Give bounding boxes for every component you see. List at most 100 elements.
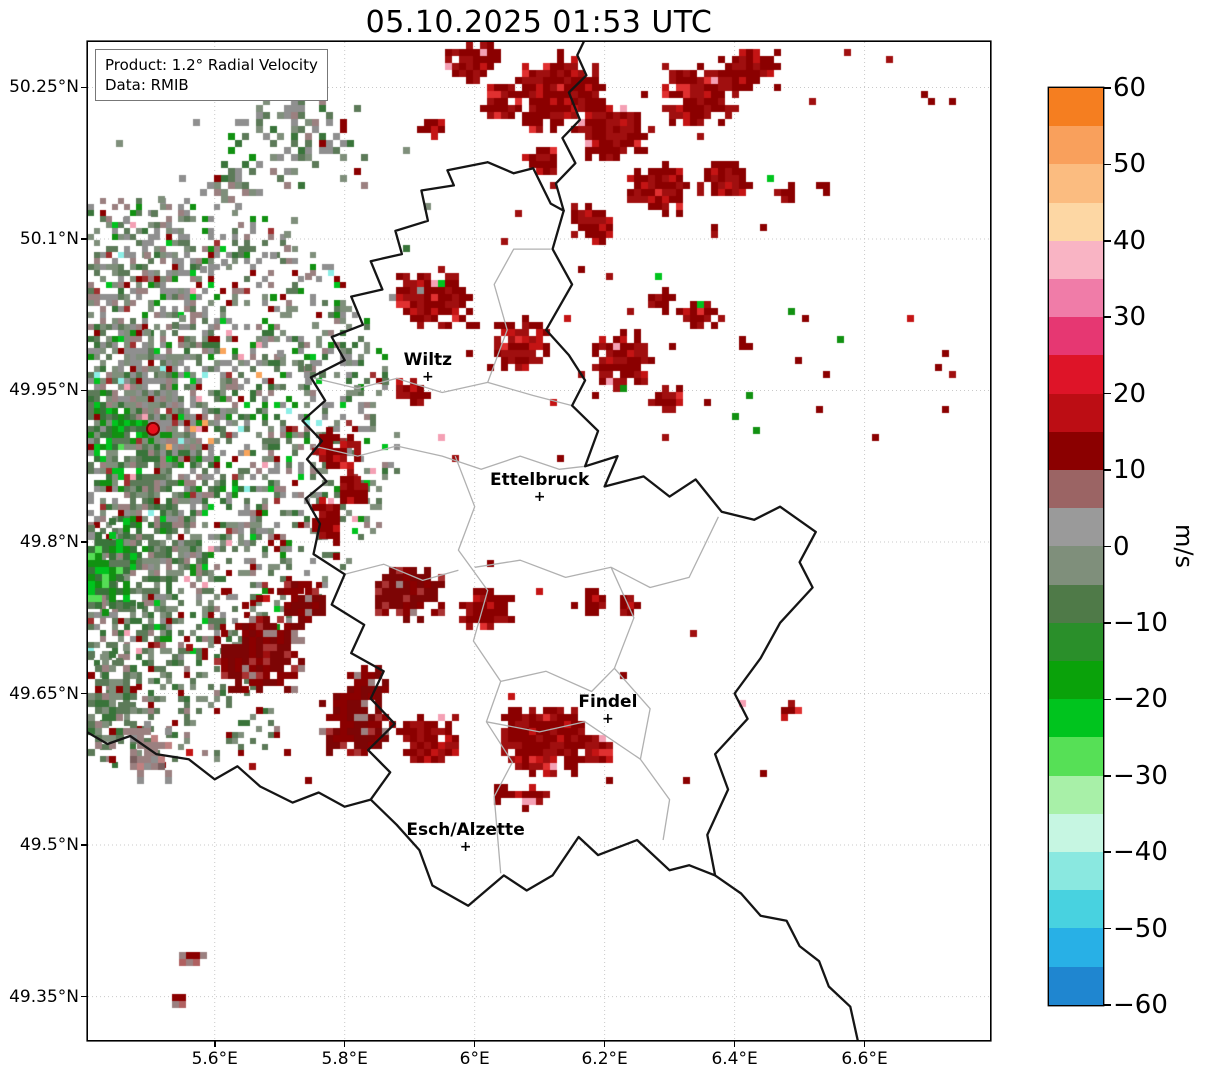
district-border <box>610 567 671 841</box>
colorbar-tick-mark <box>1104 698 1111 701</box>
colorbar-tick-mark <box>1104 851 1111 853</box>
colorbar-tick-mark <box>1104 163 1111 166</box>
district-border <box>500 667 615 693</box>
colorbar-band <box>1049 88 1103 127</box>
colorbar-tick-label: 50 <box>1113 149 1147 180</box>
colorbar-tick-mark <box>1104 316 1111 319</box>
city-label: Wiltz <box>403 350 453 371</box>
colorbar-band <box>1049 737 1103 776</box>
colorbar-band <box>1049 355 1103 394</box>
colorbar-tick-mark <box>1104 1004 1111 1006</box>
colorbar-tick-label: −40 <box>1113 837 1168 868</box>
colorbar-tick-label: 20 <box>1113 378 1147 409</box>
colorbar-unit-label: m/s <box>1170 524 1198 568</box>
colorbar-band <box>1049 240 1103 280</box>
product-info-box: Product: 1.2° Radial Velocity Data: RMIB <box>95 49 328 101</box>
colorbar-band <box>1049 470 1103 509</box>
colorbar-tick-mark <box>1104 469 1111 471</box>
y-tick-mark <box>81 692 88 695</box>
colorbar-tick-label: −30 <box>1113 760 1168 791</box>
colorbar-tick-label: 60 <box>1113 73 1147 103</box>
colorbar <box>1049 88 1103 1005</box>
city-marker: + <box>459 839 472 856</box>
colorbar-band <box>1049 393 1103 432</box>
district-border <box>454 455 514 874</box>
colorbar-band <box>1049 852 1103 891</box>
city-label: Esch/Alzette <box>406 820 525 841</box>
y-tick-label: 50.25°N <box>9 77 79 98</box>
colorbar-tick-label: 10 <box>1113 455 1147 486</box>
map-plot-area: + Wiltz + Ettelbruck + Findel + Esch/Alzette Pr… <box>88 42 990 1040</box>
colorbar-band <box>1049 661 1103 700</box>
y-tick-mark <box>81 541 88 543</box>
y-tick-label: 49.65°N <box>9 683 79 704</box>
colorbar-tick-label: −10 <box>1113 607 1168 638</box>
colorbar-band <box>1049 126 1103 165</box>
colorbar-band <box>1049 279 1103 318</box>
y-tick-label: 50.1°N <box>19 228 79 249</box>
x-tick-mark <box>603 1040 606 1047</box>
x-tick-label: 6°E <box>459 1049 490 1069</box>
colorbar-band <box>1049 699 1103 738</box>
colorbar-band <box>1049 431 1103 471</box>
france-belgium-border <box>88 731 372 808</box>
x-tick-mark <box>733 1040 736 1047</box>
radar-echo-layer <box>88 42 990 1040</box>
colorbar-band <box>1049 890 1103 929</box>
district-border <box>486 721 641 760</box>
product-info-line2: Data: RMIB <box>105 76 189 94</box>
france-germany-border <box>713 874 859 1040</box>
district-border <box>313 445 586 470</box>
city-marker: + <box>602 710 614 727</box>
colorbar-tick-label: −50 <box>1113 913 1168 944</box>
colorbar-tick-mark <box>1104 545 1111 548</box>
x-tick-label: 6.6°E <box>841 1049 888 1069</box>
colorbar-band <box>1049 966 1103 1005</box>
x-tick-label: 6.2°E <box>581 1049 628 1069</box>
colorbar-tick-mark <box>1104 240 1111 242</box>
district-border <box>310 376 573 407</box>
y-tick-label: 49.5°N <box>19 835 79 856</box>
city-marker: + <box>421 369 434 386</box>
y-tick-label: 49.95°N <box>9 380 79 401</box>
y-tick-mark <box>81 238 88 240</box>
colorbar-band <box>1049 164 1103 203</box>
radar-site-marker <box>145 421 160 436</box>
district-border <box>344 563 459 582</box>
colorbar-band <box>1049 775 1103 814</box>
colorbar-tick-mark <box>1104 622 1111 624</box>
y-tick-label: 49.8°N <box>19 532 79 552</box>
city-label: Findel <box>578 691 638 712</box>
colorbar-band <box>1049 317 1103 356</box>
y-tick-mark <box>81 389 88 392</box>
colorbar-tick-mark <box>1104 392 1111 395</box>
y-tick-mark <box>81 844 88 846</box>
colorbar-tick-label: 30 <box>1113 302 1147 333</box>
city-marker: + <box>533 488 546 505</box>
colorbar-tick-label: 40 <box>1113 225 1147 256</box>
y-tick-mark <box>81 995 88 998</box>
colorbar-tick-mark <box>1104 87 1111 89</box>
x-tick-mark <box>863 1040 866 1047</box>
colorbar-band <box>1049 622 1103 662</box>
colorbar-tick-label: −60 <box>1113 990 1168 1020</box>
district-border <box>487 248 551 383</box>
x-tick-label: 5.8°E <box>321 1049 368 1069</box>
colorbar-tick-mark <box>1104 774 1111 777</box>
x-tick-label: 6.4°E <box>711 1049 758 1069</box>
y-tick-label: 49.35°N <box>9 986 79 1007</box>
district-border <box>474 516 719 589</box>
x-tick-mark <box>213 1040 216 1047</box>
luxembourg-border <box>301 161 817 907</box>
y-tick-mark <box>81 86 88 89</box>
figure-title: 05.10.2025 01:53 UTC <box>365 5 713 40</box>
colorbar-band <box>1049 584 1103 623</box>
product-info-line1: Product: 1.2° Radial Velocity <box>105 56 318 74</box>
colorbar-band <box>1049 813 1103 853</box>
city-label: Ettelbruck <box>490 469 590 490</box>
colorbar-tick-mark <box>1104 927 1111 930</box>
x-tick-mark <box>473 1040 476 1047</box>
colorbar-tick-label: −20 <box>1113 684 1168 715</box>
colorbar-band <box>1049 928 1103 967</box>
